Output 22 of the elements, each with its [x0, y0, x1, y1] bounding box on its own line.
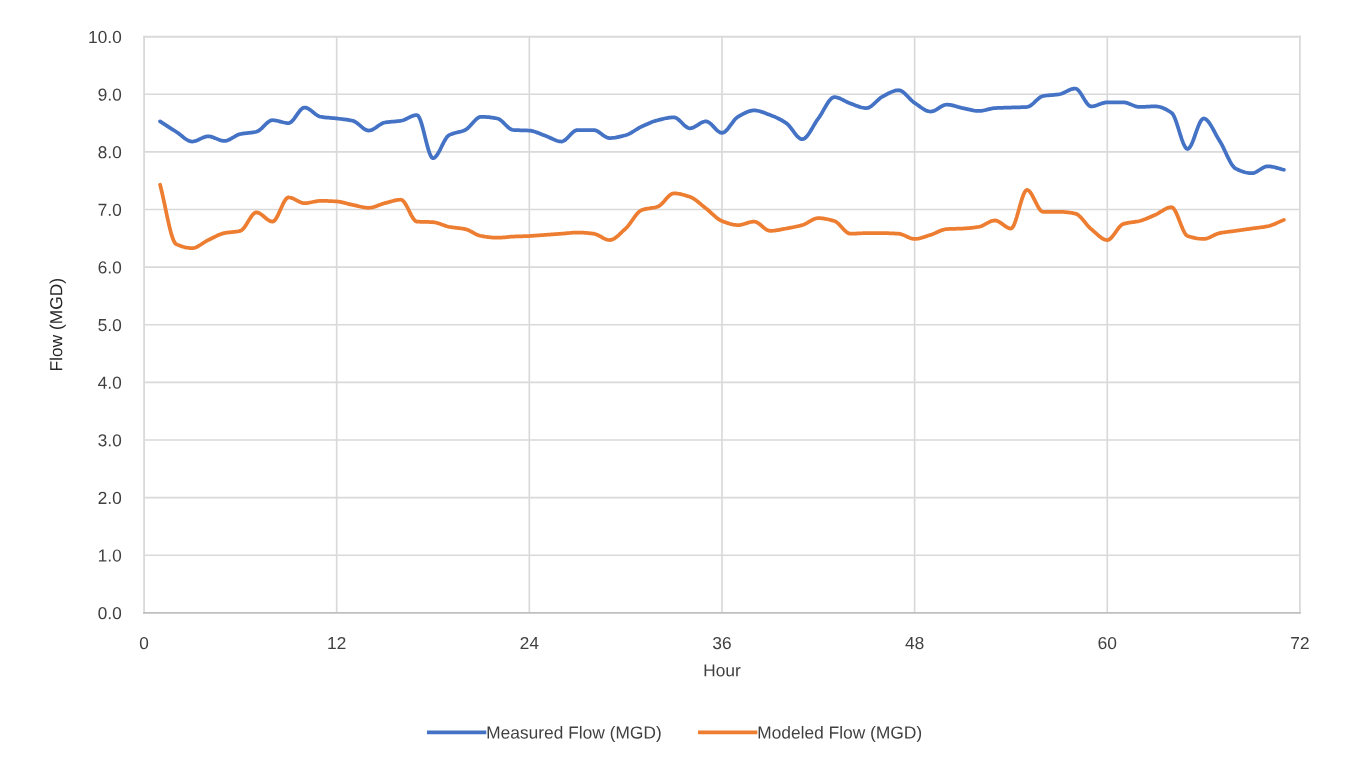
y-tick-label: 10.0: [89, 30, 122, 44]
y-axis-title: Flow (MGD): [49, 279, 66, 371]
x-tick-label: 48: [905, 636, 924, 650]
y-tick-label: 5.0: [98, 318, 122, 332]
y-tick-label: 9.0: [98, 88, 122, 101]
legend-label: Modeled Flow (MGD): [758, 725, 922, 743]
x-tick-label: 12: [328, 636, 346, 650]
x-axis-title: Hour: [704, 664, 741, 677]
x-tick-label: 24: [520, 636, 539, 650]
y-tick-label: 8.0: [98, 146, 122, 159]
x-tick-label: 72: [1291, 636, 1309, 650]
y-tick-label: 4.0: [98, 376, 122, 389]
y-tick-label: 7.0: [98, 203, 122, 216]
x-tick-label: 36: [712, 636, 731, 650]
x-tick-label: 60: [1098, 636, 1117, 650]
y-tick-label: 6.0: [98, 261, 122, 274]
y-tick-label: 0.0: [98, 607, 122, 620]
legend-label: Measured Flow (MGD): [487, 725, 661, 743]
x-tick-label: 0: [139, 636, 149, 650]
y-tick-label: 3.0: [98, 434, 122, 447]
y-tick-label: 2.0: [98, 491, 122, 505]
y-tick-label: 1.0: [98, 549, 122, 562]
